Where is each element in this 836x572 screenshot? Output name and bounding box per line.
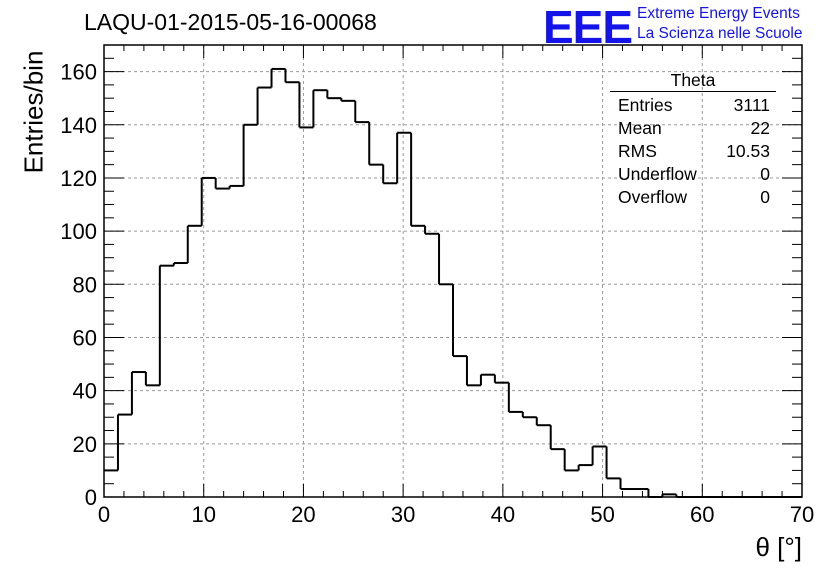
stats-value: 3111 [733,95,770,115]
y-tick-label: 60 [73,325,97,350]
stats-value: 10.53 [726,141,770,161]
stats-row: Underflow 0 [610,163,776,186]
stats-value: 0 [760,164,770,184]
stats-row: Overflow 0 [610,186,776,209]
y-axis-ticks: 0 20 40 60 80 100 120 140 160 [60,44,802,510]
x-tick-label: 70 [790,502,814,527]
stats-row: Entries 3111 [610,94,776,117]
stats-label: Overflow [618,187,688,207]
stats-value: 0 [760,187,770,207]
logo-line-1: Extreme Energy Events [637,5,800,22]
stats-value: 22 [750,118,770,138]
x-tick-label: 40 [491,502,515,527]
stats-label: Mean [618,118,662,138]
y-tick-label: 120 [60,166,97,191]
stats-row: RMS 10.53 [610,140,776,163]
y-tick-label: 80 [73,272,97,297]
x-tick-label: 30 [391,502,415,527]
x-axis-ticks: 0 10 20 30 40 50 60 70 [98,45,814,527]
y-axis-label: Entries/bin [18,50,49,174]
y-tick-label: 0 [85,485,97,510]
stats-label: RMS [618,141,657,161]
histogram-series [104,67,802,498]
stats-row: Mean 22 [610,117,776,140]
y-tick-label: 160 [60,60,97,85]
logo-line-2: La Scienza nelle Scuole [637,25,803,42]
y-tick-label: 40 [73,379,97,404]
stats-label: Underflow [618,164,697,184]
y-tick-label: 20 [73,432,97,457]
chart-title: LAQU-01-2015-05-16-00068 [84,9,377,35]
x-tick-label: 20 [291,502,315,527]
y-tick-label: 140 [60,113,97,138]
x-axis-label: θ [°] [755,532,802,562]
x-tick-label: 0 [98,502,110,527]
x-tick-label: 10 [191,502,215,527]
y-tick-label: 100 [60,219,97,244]
eee-logo: EEE [543,1,633,53]
x-tick-label: 60 [690,502,714,527]
x-tick-label: 50 [590,502,614,527]
stats-label: Entries [618,95,673,115]
stats-box: Theta Entries 3111 Mean 22 RMS 10.53 Underf… [610,70,776,209]
stats-title: Theta [610,70,776,92]
